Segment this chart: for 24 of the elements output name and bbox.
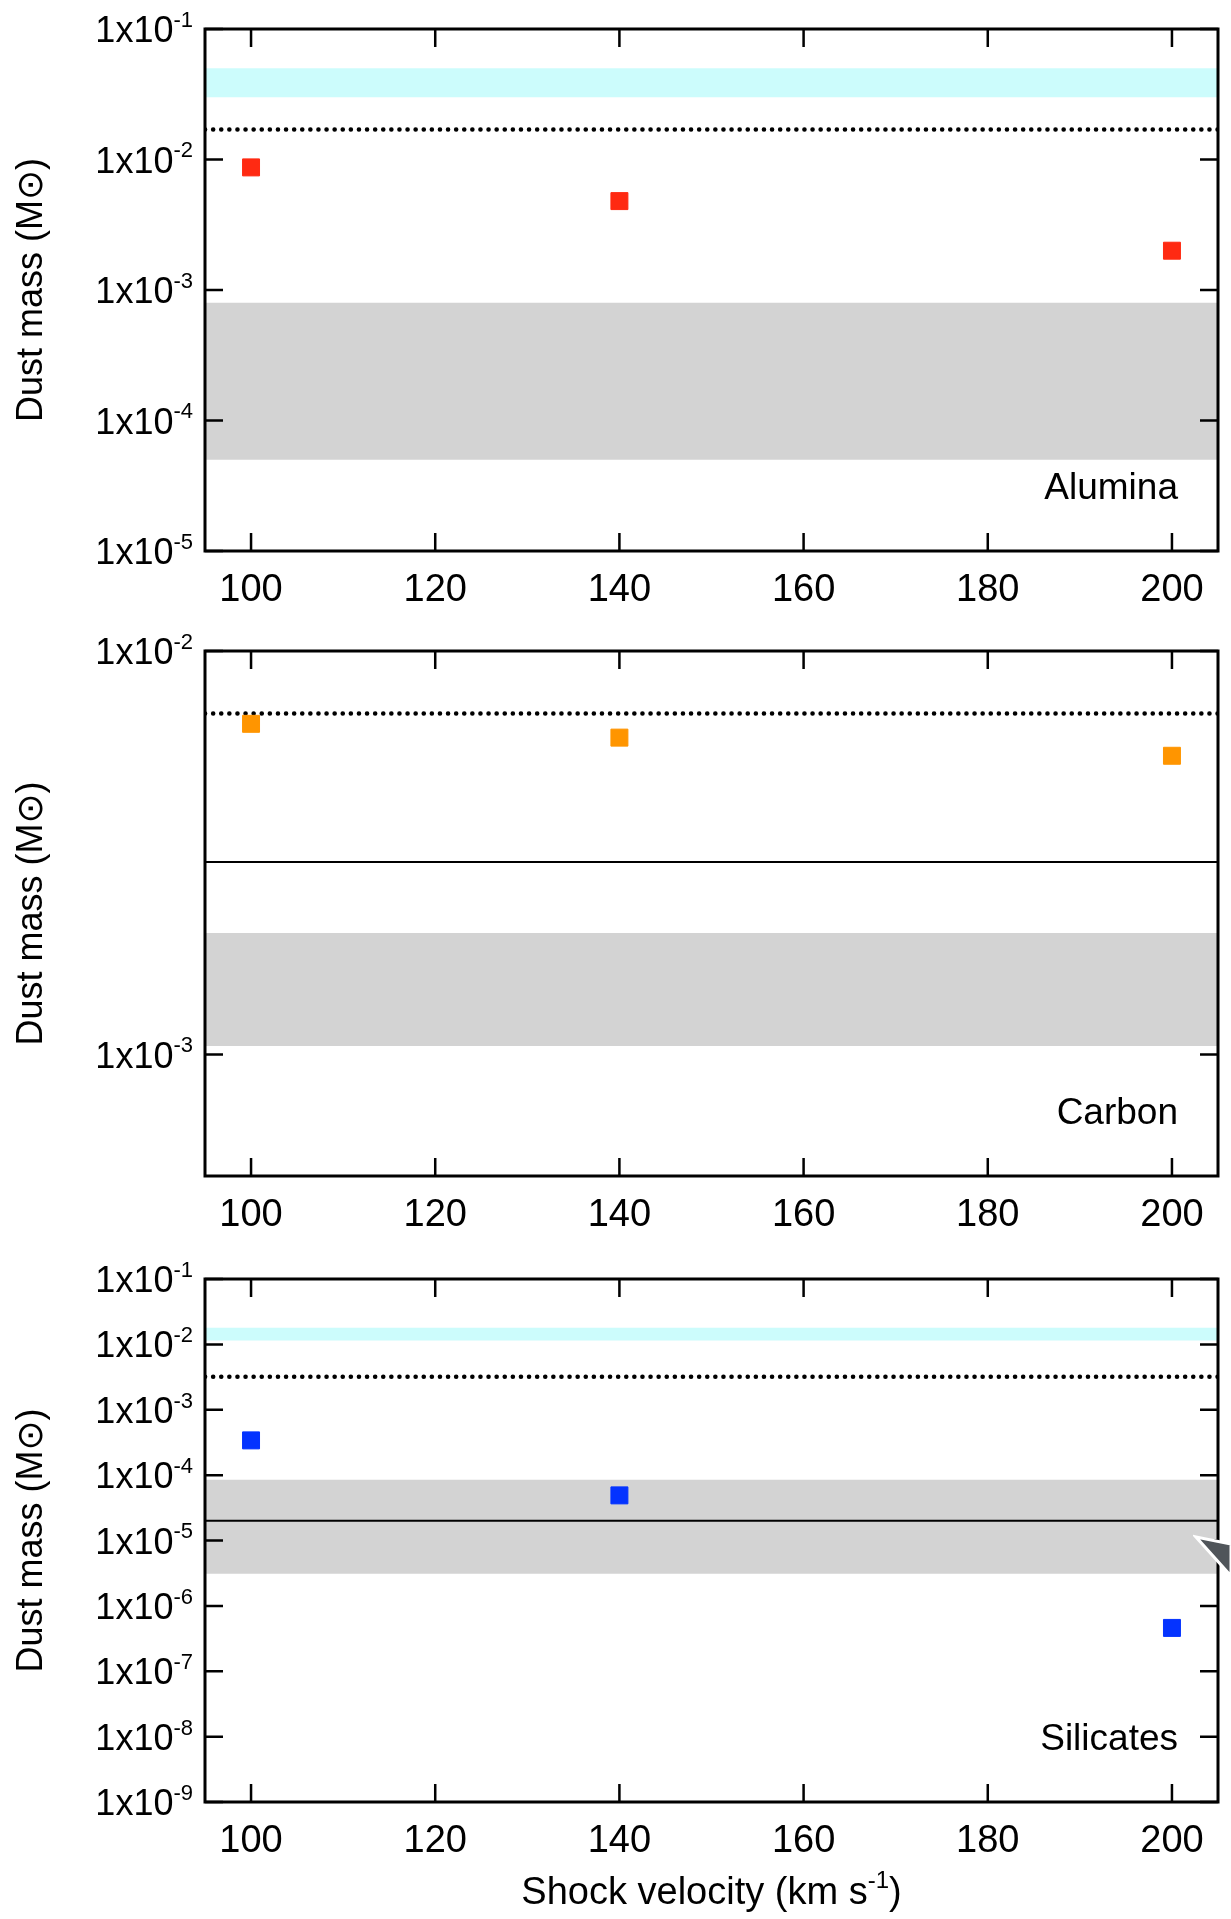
x-tick-label: 100 <box>219 1818 283 1860</box>
x-tick-label: 180 <box>956 567 1020 609</box>
x-tick-label: 100 <box>219 567 283 609</box>
x-tick-label: 100 <box>219 1192 283 1234</box>
x-tick-label: 160 <box>771 567 836 609</box>
x-tick-label: 160 <box>771 1192 836 1234</box>
annotation: Silicates <box>1040 1717 1179 1758</box>
x-tick-label: 200 <box>1140 1192 1204 1234</box>
x-tick-label: 140 <box>587 1818 652 1860</box>
x-tick-label: 120 <box>403 567 467 609</box>
x-tick-label: 140 <box>587 1192 652 1234</box>
y-axis-title: Dust mass (M⊙) <box>9 157 50 423</box>
x-tick-label: 160 <box>771 1818 836 1860</box>
x-tick-label: 200 <box>1140 1818 1204 1860</box>
annotation: Alumina <box>1044 466 1179 507</box>
y-axis-title: Dust mass (M⊙) <box>9 1408 50 1673</box>
annotation: Carbon <box>1056 1091 1179 1132</box>
x-tick-label: 120 <box>403 1192 467 1234</box>
x-tick-label: 180 <box>956 1192 1020 1234</box>
x-tick-label: 120 <box>403 1818 467 1860</box>
x-tick-label: 140 <box>587 567 652 609</box>
x-tick-label: 180 <box>956 1818 1020 1860</box>
x-tick-label: 200 <box>1140 567 1204 609</box>
y-axis-title: Dust mass (M⊙) <box>9 781 50 1046</box>
